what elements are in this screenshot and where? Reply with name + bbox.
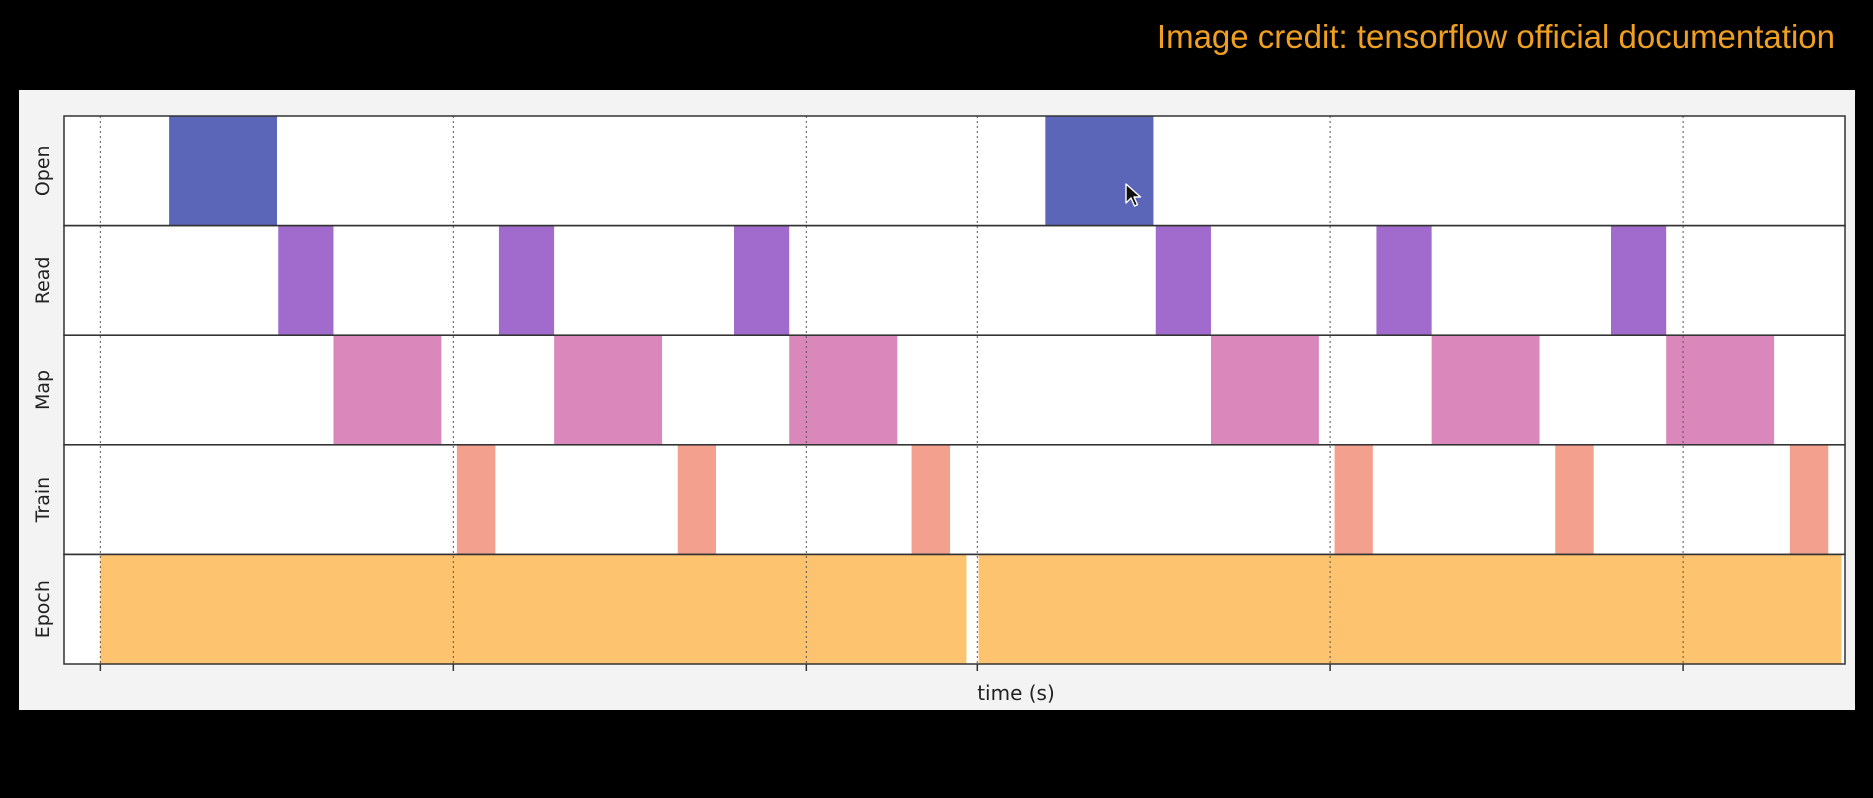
bar-map-5	[1431, 335, 1540, 445]
bar-read-2	[498, 226, 555, 335]
bar-map-2	[554, 335, 663, 445]
row-label-open: Open	[32, 145, 54, 196]
bar-open-1	[169, 116, 278, 226]
chart-panel: Open Read Map Train Epoch time (s)	[19, 90, 1855, 710]
bar-read-1	[278, 226, 334, 335]
label-layer: Open Read Map Train Epoch	[32, 145, 54, 638]
bar-train-2	[677, 445, 717, 554]
bar-train-5	[1555, 445, 1594, 554]
row-label-train: Train	[32, 477, 54, 524]
bar-open-2	[1045, 116, 1154, 226]
bar-map-4	[1210, 335, 1319, 445]
bar-train-6	[1789, 445, 1829, 554]
bar-read-5	[1376, 226, 1432, 335]
grid-layer	[99, 116, 1684, 671]
rows-layer	[64, 116, 1845, 664]
bar-read-3	[734, 226, 790, 335]
bar-train-4	[1334, 445, 1373, 554]
timeline-chart: Open Read Map Train Epoch time (s)	[32, 115, 1846, 705]
mouse-pointer-icon	[1125, 183, 1142, 207]
bar-train-3	[911, 445, 951, 554]
image-credit: Image credit: tensorflow official docume…	[1156, 18, 1835, 55]
row-label-map: Map	[32, 370, 54, 410]
row-frame-epoch	[63, 553, 1846, 665]
row-background-map	[64, 335, 1845, 445]
bar-map-3	[789, 335, 898, 445]
x-axis-label: time (s)	[977, 681, 1055, 705]
row-background-train	[64, 444, 1845, 555]
bar-epoch-1	[100, 554, 967, 664]
row-background-read	[64, 225, 1845, 336]
bar-read-4	[1155, 226, 1211, 335]
bar-map-1	[333, 335, 442, 445]
row-label-epoch: Epoch	[32, 580, 54, 638]
frame-layer	[63, 115, 1846, 665]
bar-train-1	[456, 445, 496, 554]
bar-map-6	[1666, 335, 1775, 445]
row-label-read: Read	[32, 257, 54, 305]
bar-read-6	[1610, 226, 1667, 335]
row-background-open	[64, 116, 1845, 226]
bar-epoch-2	[978, 554, 1842, 664]
